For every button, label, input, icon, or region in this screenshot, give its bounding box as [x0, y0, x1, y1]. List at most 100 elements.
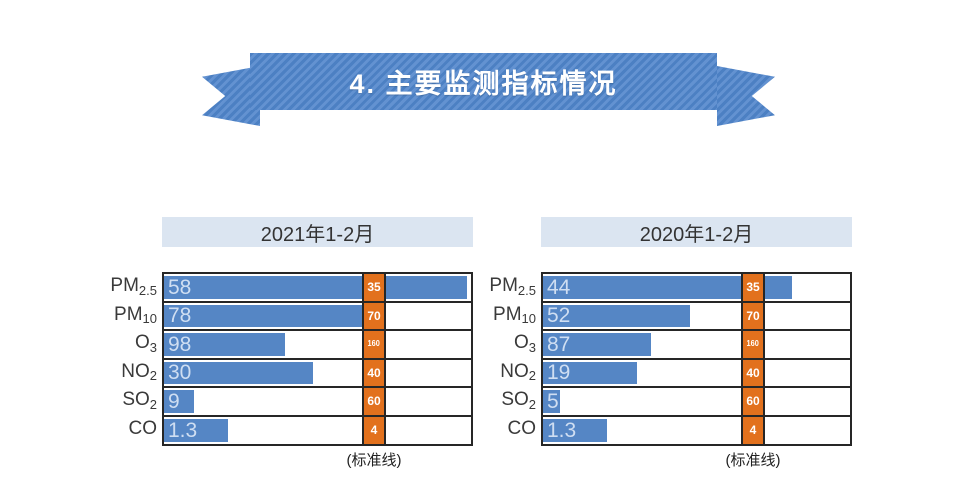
category-label-PM10: PM 10: [484, 301, 539, 330]
value-bar: 19: [543, 361, 638, 385]
category-label-subscript: 2: [528, 396, 536, 412]
category-label-base: SO: [501, 389, 529, 411]
standard-value: 40: [367, 365, 381, 380]
category-label-CO: CO: [484, 415, 539, 444]
value-label: 78: [168, 304, 192, 328]
value-label: 1.3: [168, 418, 198, 442]
standard-value: 70: [746, 308, 760, 323]
value-label: 52: [547, 304, 571, 328]
value-label: 1.3: [547, 418, 577, 442]
standard-cell: 4: [741, 416, 765, 444]
category-label-SO2: SO 2: [105, 386, 160, 415]
standard-cell: 40: [741, 359, 765, 386]
chart-title-2021: 2021年1-2月: [162, 217, 473, 247]
standard-line-note: (标准线): [725, 452, 781, 469]
category-label-subscript: 2: [149, 368, 157, 383]
standard-cell: 35: [741, 274, 765, 301]
value-bar: 78: [164, 304, 385, 328]
standard-cell: 40: [362, 359, 386, 386]
category-label-PM10: PM 10: [105, 301, 160, 330]
chart-panel-2021: 2021年1-2月 PM 2.5 PM 10 O 3 NO 2 SO 2 CO 58 35 78 70 98…: [105, 217, 477, 472]
standard-cell: 160: [362, 331, 386, 358]
standard-value: 40: [746, 365, 760, 380]
section-title: 4. 主要监测指标情况: [349, 69, 618, 99]
value-label: 98: [168, 332, 192, 356]
value-label: 44: [547, 275, 571, 299]
standard-value: 35: [746, 280, 760, 295]
category-label-subscript: 2.5: [517, 282, 536, 298]
category-label-subscript: 10: [142, 311, 157, 326]
category-label-base: O: [134, 332, 150, 354]
category-label-subscript: 2: [528, 368, 536, 383]
standard-cell: 70: [741, 302, 765, 329]
chart-grid: 44 35 52 70 87 160 19 40 5 60 1.3 4: [541, 272, 852, 446]
standard-cell: 60: [362, 388, 386, 415]
value-bar: 87: [543, 333, 651, 356]
chart-title-text: 2021年1-2月: [260, 223, 375, 246]
chart-row-CO: 1.3 4: [543, 416, 850, 444]
chart-grid: 58 35 78 70 98 160 30 40 9 60 1.3 4: [162, 272, 473, 446]
standard-value: 35: [367, 280, 381, 295]
chart-row-O3: 87 160: [543, 331, 850, 360]
value-label: 9: [168, 389, 180, 413]
chart-panel-2020: 2020年1-2月 PM 2.5 PM 10 O 3 NO 2 SO 2 CO 44 35 52 70 87…: [484, 217, 856, 472]
standard-value: 60: [367, 394, 381, 409]
value-bar: 52: [543, 304, 691, 328]
category-label-base: CO: [507, 417, 537, 439]
chart-row-PM2.5: 58 35: [164, 274, 471, 303]
value-label: 19: [547, 361, 571, 385]
chart-row-SO2: 5 60: [543, 388, 850, 417]
value-bar: 58: [164, 276, 467, 299]
category-label-base: NO: [500, 360, 529, 382]
standard-value: 60: [746, 394, 760, 409]
standard-cell: 70: [362, 302, 386, 329]
value-bar: 9: [164, 390, 194, 413]
standard-value: 4: [749, 423, 757, 437]
category-label-base: CO: [128, 417, 158, 439]
category-label-base: O: [513, 332, 529, 354]
category-label-base: NO: [121, 360, 150, 382]
chart-title-text: 2020年1-2月: [639, 223, 754, 246]
category-label-NO2: NO 2: [105, 358, 160, 387]
standard-cell: 160: [741, 331, 765, 358]
category-label-NO2: NO 2: [484, 358, 539, 387]
value-label: 87: [547, 332, 571, 356]
chart-title-2020: 2020年1-2月: [541, 217, 852, 247]
category-label-subscript: 10: [521, 311, 536, 326]
standard-value: 70: [367, 308, 381, 323]
chart-row-PM2.5: 44 35: [543, 274, 850, 303]
category-label-base: PM: [114, 303, 143, 325]
ribbon-tail-right: [717, 66, 775, 126]
category-label-PM2.5: PM 2.5: [484, 272, 539, 301]
category-label-PM2.5: PM 2.5: [105, 272, 160, 301]
standard-cell: 4: [362, 416, 386, 444]
chart-row-O3: 98 160: [164, 331, 471, 360]
value-label: 5: [547, 389, 559, 413]
chart-row-SO2: 9 60: [164, 388, 471, 417]
chart-row-NO2: 19 40: [543, 359, 850, 388]
chart-row-PM10: 78 70: [164, 302, 471, 331]
value-bar: 5: [543, 390, 560, 413]
value-bar: 1.3: [164, 418, 229, 442]
standard-value: 4: [370, 423, 378, 437]
category-label-subscript: 3: [528, 339, 536, 355]
standard-cell: 35: [362, 274, 386, 301]
standard-value: 160: [367, 339, 381, 349]
section-banner: 4. 主要监测指标情况: [250, 53, 717, 110]
standard-value: 160: [746, 339, 760, 349]
value-bar: 1.3: [543, 418, 608, 442]
chart-row-PM10: 52 70: [543, 302, 850, 331]
category-label-subscript: 2.5: [138, 282, 157, 298]
chart-row-NO2: 30 40: [164, 359, 471, 388]
standard-line-note: (标准线): [346, 452, 402, 469]
category-label-subscript: 2: [149, 396, 157, 412]
value-label: 58: [168, 275, 192, 299]
value-bar: 30: [164, 361, 313, 385]
category-label-CO: CO: [105, 415, 160, 444]
category-labels: PM 2.5 PM 10 O 3 NO 2 SO 2 CO: [484, 272, 539, 443]
category-label-base: SO: [122, 389, 150, 411]
value-label: 30: [168, 361, 192, 385]
category-label-base: PM: [110, 275, 139, 297]
